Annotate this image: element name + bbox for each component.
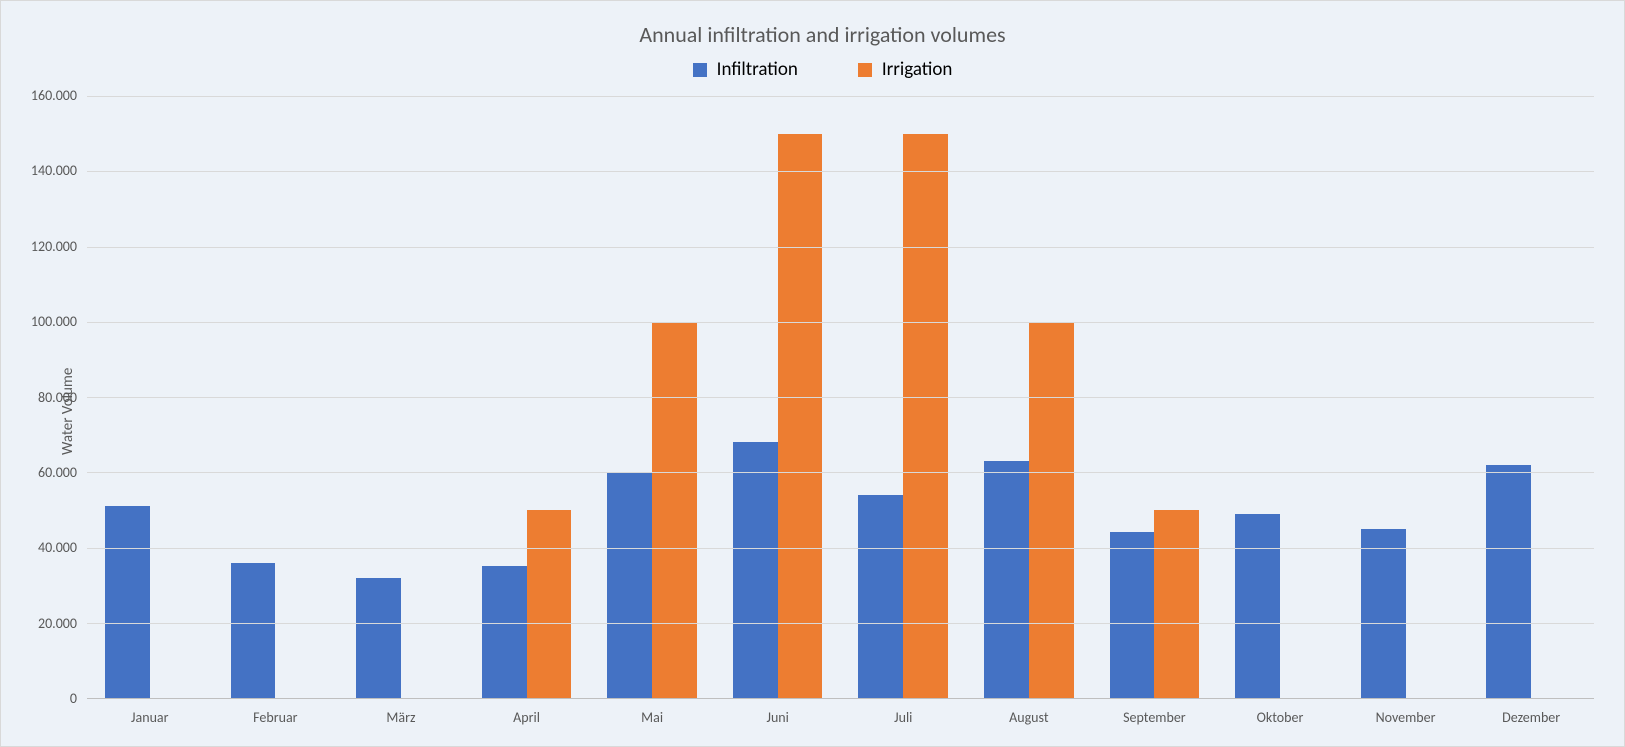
plot-inner: 160.000140.000120.000100.00080.00060.000… xyxy=(77,96,1594,726)
gridline xyxy=(87,171,1594,172)
bar xyxy=(1110,532,1155,698)
bar xyxy=(733,442,778,698)
plot-area xyxy=(87,96,1594,699)
x-axis-labels: JanuarFebruarMärzAprilMaiJuniJuliAugustS… xyxy=(87,699,1594,726)
x-tick-label: Februar xyxy=(213,699,339,726)
bar xyxy=(858,495,903,698)
gridline xyxy=(87,548,1594,549)
gridline xyxy=(87,247,1594,248)
bar xyxy=(903,134,948,698)
bar xyxy=(105,506,150,698)
chart-title: Annual infiltration and irrigation volum… xyxy=(51,21,1594,48)
legend-item-irrigation: Irrigation xyxy=(858,58,953,81)
x-tick-label: Januar xyxy=(87,699,213,726)
bar xyxy=(652,322,697,698)
gridline xyxy=(87,623,1594,624)
bar xyxy=(231,563,276,698)
bar xyxy=(607,472,652,698)
bar xyxy=(1029,322,1074,698)
y-axis: 160.000140.000120.000100.00080.00060.000… xyxy=(77,96,87,699)
x-tick-label: Oktober xyxy=(1217,699,1343,726)
plot-container: Water Volume 160.000140.000120.000100.00… xyxy=(51,96,1594,726)
bar xyxy=(482,566,527,698)
x-axis: JanuarFebruarMärzAprilMaiJuniJuliAugustS… xyxy=(77,699,1594,726)
x-tick-label: April xyxy=(464,699,590,726)
bar xyxy=(1361,529,1406,698)
x-tick-label: Dezember xyxy=(1468,699,1594,726)
chart-legend: Infiltration Irrigation xyxy=(51,58,1594,81)
x-tick-label: August xyxy=(966,699,1092,726)
gridline xyxy=(87,472,1594,473)
gridline xyxy=(87,322,1594,323)
legend-item-infiltration: Infiltration xyxy=(693,58,798,81)
x-tick-label: September xyxy=(1092,699,1218,726)
x-tick-label: Juni xyxy=(715,699,841,726)
x-tick-label: Juli xyxy=(840,699,966,726)
bar xyxy=(984,461,1029,698)
x-tick-label: März xyxy=(338,699,464,726)
x-tick-label: November xyxy=(1343,699,1469,726)
x-axis-pad xyxy=(77,699,87,726)
gridline xyxy=(87,397,1594,398)
bar xyxy=(527,510,572,698)
gridline xyxy=(87,96,1594,97)
legend-swatch-infiltration xyxy=(693,63,707,77)
bar xyxy=(1486,465,1531,698)
bar xyxy=(356,578,401,698)
legend-label-irrigation: Irrigation xyxy=(882,58,953,81)
legend-label-infiltration: Infiltration xyxy=(717,58,798,81)
legend-swatch-irrigation xyxy=(858,63,872,77)
x-tick-label: Mai xyxy=(589,699,715,726)
axes-row: 160.000140.000120.000100.00080.00060.000… xyxy=(77,96,1594,699)
chart-container: Annual infiltration and irrigation volum… xyxy=(0,0,1625,747)
bar xyxy=(1235,514,1280,698)
bar xyxy=(778,134,823,698)
bar xyxy=(1154,510,1199,698)
